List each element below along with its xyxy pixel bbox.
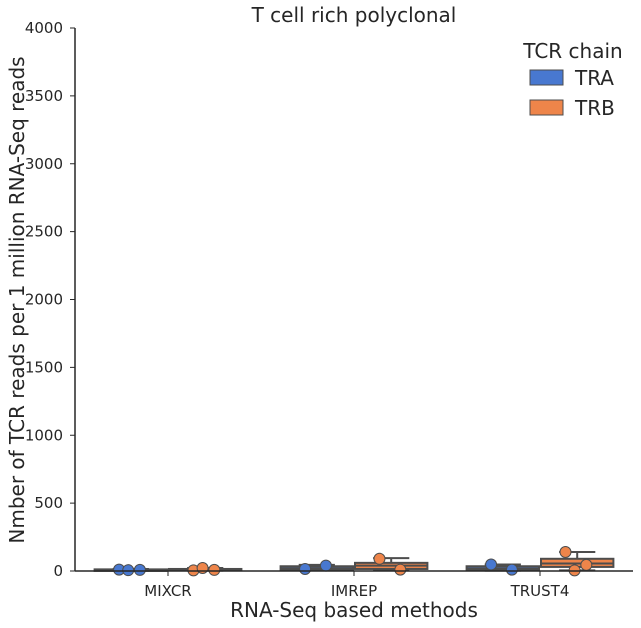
box-TRA-TRUST4 [465,563,541,572]
x-tick-label: TRUST4 [510,582,570,600]
point-TRB [208,563,221,576]
legend-label-TRA: TRA [574,66,614,90]
y-axis-title: Nmber of TCR reads per 1 million RNA-Seq… [5,56,29,543]
box-TRB-IMREP [354,557,429,571]
point-TRB [196,562,209,575]
y-axis-ticks: 0 500 1000 1500 2000 2500 3000 3500 4000 [25,19,75,580]
y-tick-label: 1000 [25,426,63,444]
y-tick-label: 2500 [25,223,63,241]
y-tick-label: 1500 [25,358,63,376]
box-plot-group [93,550,615,572]
y-tick-label: 500 [34,494,63,512]
x-tick-label: IMREP [331,582,377,600]
y-tick-label: 3000 [25,155,63,173]
x-axis-title: RNA-Seq based methods [230,598,478,622]
point-TRA [485,558,498,571]
box-TRA-IMREP [279,563,355,572]
strip-points-group [113,545,593,577]
legend-items: TRA TRB [529,66,615,120]
x-tick-label: MIXCR [144,582,191,600]
point-TRA [319,559,332,572]
legend-label-TRB: TRB [574,96,615,120]
point-TRA [133,563,146,576]
chart-title: T cell rich polyclonal [251,3,457,27]
y-tick-label: 0 [53,562,63,580]
legend-title: TCR chain [522,39,622,63]
point-TRA [505,563,518,576]
legend-swatch-TRA [529,69,564,86]
x-axis-ticks: MIXCR IMREP TRUST4 [144,571,569,600]
point-TRA [299,562,312,575]
y-tick-label: 4000 [25,19,63,37]
legend: TCR chain TRA TRB [522,39,622,120]
point-TRB [394,563,407,576]
y-tick-label: 3500 [25,87,63,105]
point-TRB [373,552,386,565]
y-tick-label: 2000 [25,291,63,309]
point-TRB [580,558,593,571]
point-TRB [559,545,572,558]
legend-swatch-TRB [529,99,564,116]
point-TRA [122,564,135,577]
